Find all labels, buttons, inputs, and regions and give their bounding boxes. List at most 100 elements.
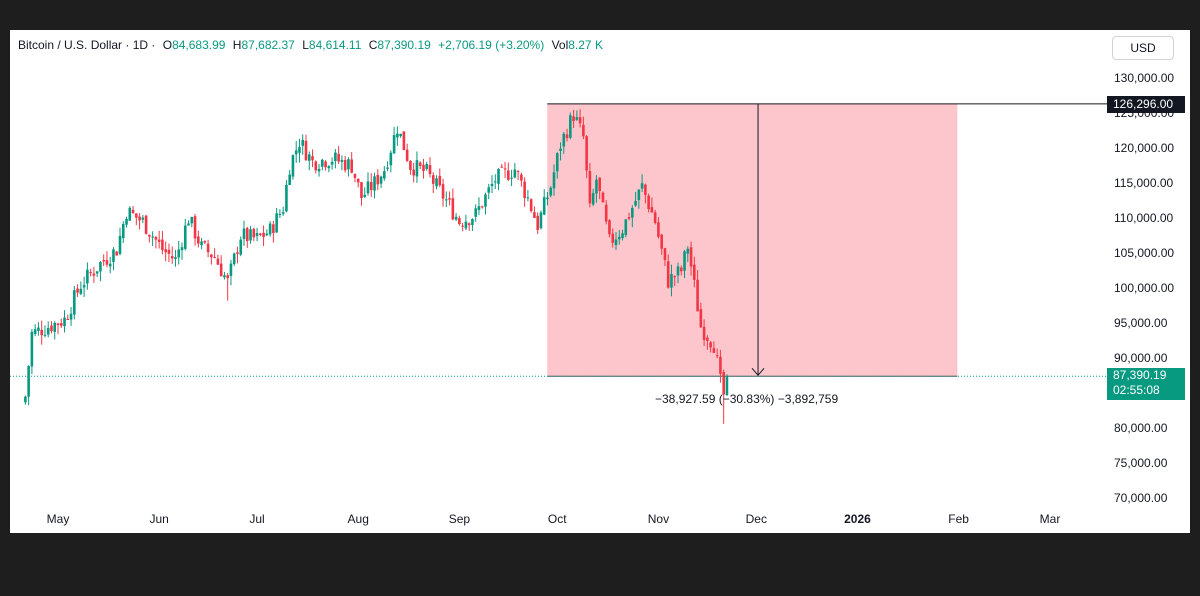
- candle-body: [157, 239, 161, 242]
- range-box[interactable]: [547, 103, 958, 377]
- candle-body: [353, 173, 357, 178]
- candle: [298, 138, 301, 163]
- candle-body: [24, 396, 27, 403]
- candle-body: [575, 117, 579, 120]
- candle: [206, 239, 210, 258]
- candle-body: [164, 249, 167, 253]
- candle-body: [69, 313, 73, 320]
- candle-body: [216, 258, 220, 265]
- price-tick-label: 90,000.00: [1114, 351, 1168, 365]
- candle: [709, 340, 712, 353]
- candle-body: [347, 159, 350, 170]
- candle-body: [507, 170, 510, 180]
- candle-body: [673, 276, 677, 278]
- price-tick-label: 110,000.00: [1114, 211, 1173, 225]
- candle-body: [350, 159, 353, 173]
- candle-body: [154, 236, 158, 240]
- candle: [307, 151, 311, 171]
- candle-body: [144, 215, 148, 234]
- candle: [311, 149, 314, 168]
- candle: [151, 231, 154, 247]
- candle: [69, 307, 73, 326]
- range-measure-layer: [547, 103, 1107, 377]
- candle-body: [392, 135, 396, 154]
- candle: [27, 365, 30, 406]
- candle-body: [321, 159, 324, 167]
- candle: [422, 158, 425, 179]
- candle: [706, 335, 709, 350]
- price-tick-label: 115,000.00: [1114, 176, 1173, 190]
- candle-body: [340, 159, 344, 162]
- candle: [278, 209, 282, 219]
- candle-body: [53, 322, 57, 332]
- candle-body: [219, 263, 223, 277]
- candle-body: [647, 195, 650, 210]
- low-key: L: [302, 38, 309, 52]
- candle-body: [676, 266, 680, 276]
- candle-body: [637, 189, 641, 201]
- candle-body: [285, 184, 288, 212]
- currency-button[interactable]: USD: [1112, 36, 1174, 60]
- candle: [40, 320, 43, 345]
- candle-body: [141, 217, 145, 220]
- candle-body: [631, 207, 634, 218]
- candle: [653, 209, 657, 225]
- candle-body: [513, 169, 517, 178]
- candle-body: [99, 261, 102, 272]
- candle-body: [229, 263, 233, 276]
- candle: [210, 253, 213, 265]
- candle-body: [383, 171, 386, 179]
- candle-body: [174, 257, 177, 259]
- candle-body: [562, 133, 566, 147]
- candle-body: [151, 236, 154, 238]
- candle: [588, 162, 592, 208]
- candle-body: [490, 183, 494, 187]
- candle: [435, 175, 438, 190]
- candle: [324, 160, 327, 171]
- time-axis[interactable]: May Jun Jul Aug Sep Oct Nov Dec 2026 Feb Mar: [47, 512, 1061, 526]
- price-axis[interactable]: 70,000.00 75,000.00 80,000.00 90,000.00 95,0…: [1114, 71, 1174, 505]
- candle: [383, 166, 386, 181]
- candle: [595, 175, 598, 203]
- candle: [330, 157, 334, 170]
- candle: [138, 213, 141, 230]
- candle: [314, 160, 318, 174]
- candle-body: [324, 161, 327, 168]
- candle-body: [591, 193, 595, 205]
- candle-body: [213, 257, 216, 259]
- price-tick-label: 120,000.00: [1114, 141, 1174, 155]
- candle: [262, 225, 265, 247]
- candlestick-chart[interactable]: 70,000.00 75,000.00 80,000.00 90,000.00 95,0…: [10, 30, 1190, 533]
- candle-body: [105, 260, 109, 265]
- candle-body: [301, 139, 305, 146]
- symbol-name[interactable]: Bitcoin / U.S. Dollar · 1D ·: [18, 38, 156, 52]
- candle: [148, 234, 151, 243]
- candle-body: [552, 172, 556, 189]
- candle-body: [389, 152, 393, 166]
- chart-frame[interactable]: 70,000.00 75,000.00 80,000.00 90,000.00 95,0…: [10, 30, 1190, 533]
- candle: [467, 222, 471, 231]
- candle-body: [379, 176, 383, 184]
- candle-body: [683, 251, 686, 271]
- candle-body: [706, 337, 709, 341]
- candle-body: [314, 161, 318, 171]
- candle: [118, 227, 122, 256]
- price-tick-label: 75,000.00: [1114, 456, 1168, 470]
- candle: [634, 191, 637, 207]
- candle: [428, 157, 432, 178]
- candle-body: [76, 288, 79, 293]
- candle-body: [66, 318, 70, 320]
- candle-body: [236, 252, 239, 254]
- candle-body: [686, 248, 690, 254]
- candle: [650, 197, 654, 213]
- candle-body: [689, 247, 693, 267]
- high-value: 87,682.37: [241, 38, 295, 52]
- candle: [601, 191, 605, 203]
- low-value: 84,614.11: [308, 38, 362, 52]
- candle: [719, 349, 722, 383]
- candle: [46, 321, 50, 338]
- candle: [555, 152, 559, 179]
- candle-body: [190, 216, 194, 224]
- candle: [415, 151, 419, 183]
- candle: [409, 160, 412, 175]
